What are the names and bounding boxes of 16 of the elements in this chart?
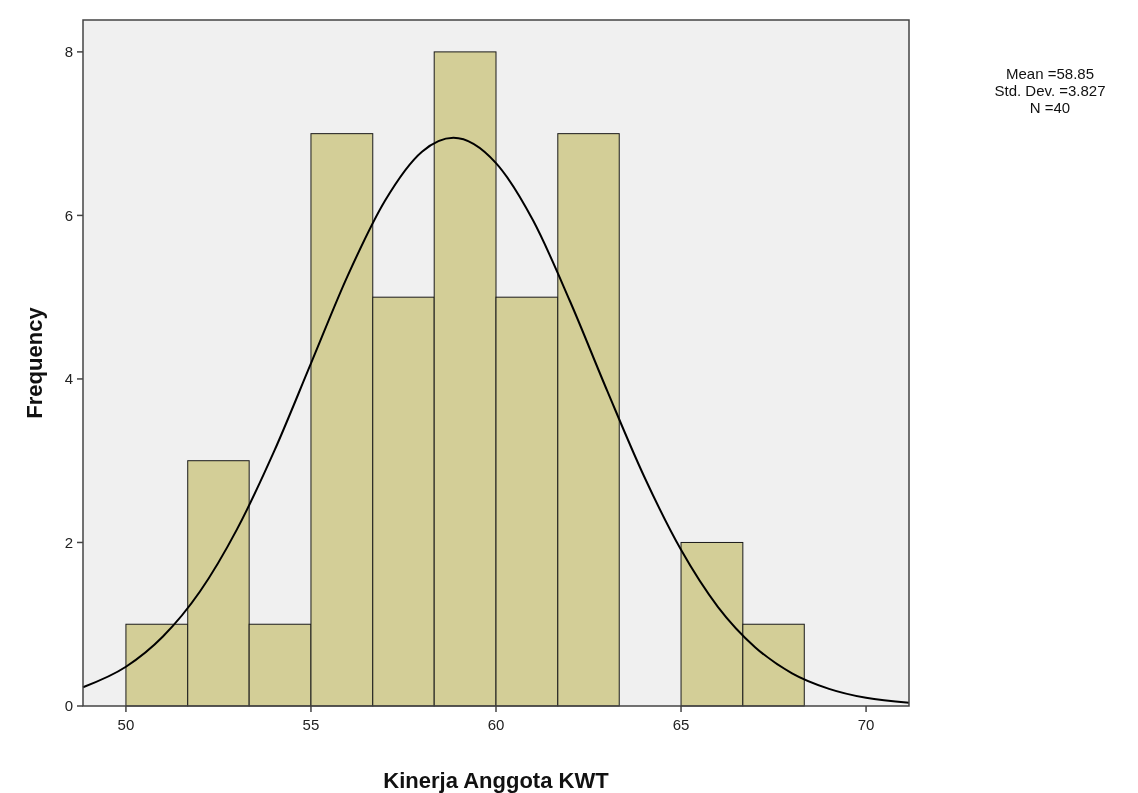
line-series — [82, 136, 910, 704]
y-tick-label: 4 — [64, 370, 73, 388]
text: Mean =58.85 — [1006, 65, 1094, 82]
text: N =40 — [1029, 99, 1071, 116]
y-axis-title: Frequency — [22, 306, 47, 419]
y-tick-label: 6 — [64, 206, 73, 224]
text: Std. Dev. =3.827 — [994, 82, 1106, 99]
x-tick-label: 50 — [117, 716, 135, 733]
y-tick-label: 2 — [64, 533, 73, 551]
x-tick-label: 55 — [302, 716, 320, 733]
x-axis-title: Kinerja Anggota KWT — [383, 768, 610, 793]
x-tick-label: 60 — [487, 716, 505, 733]
y-tick-label: 0 — [64, 697, 73, 715]
x-tick-label: 70 — [857, 716, 875, 733]
y-tick-label: 8 — [64, 43, 73, 61]
x-tick-label: 65 — [672, 716, 690, 733]
